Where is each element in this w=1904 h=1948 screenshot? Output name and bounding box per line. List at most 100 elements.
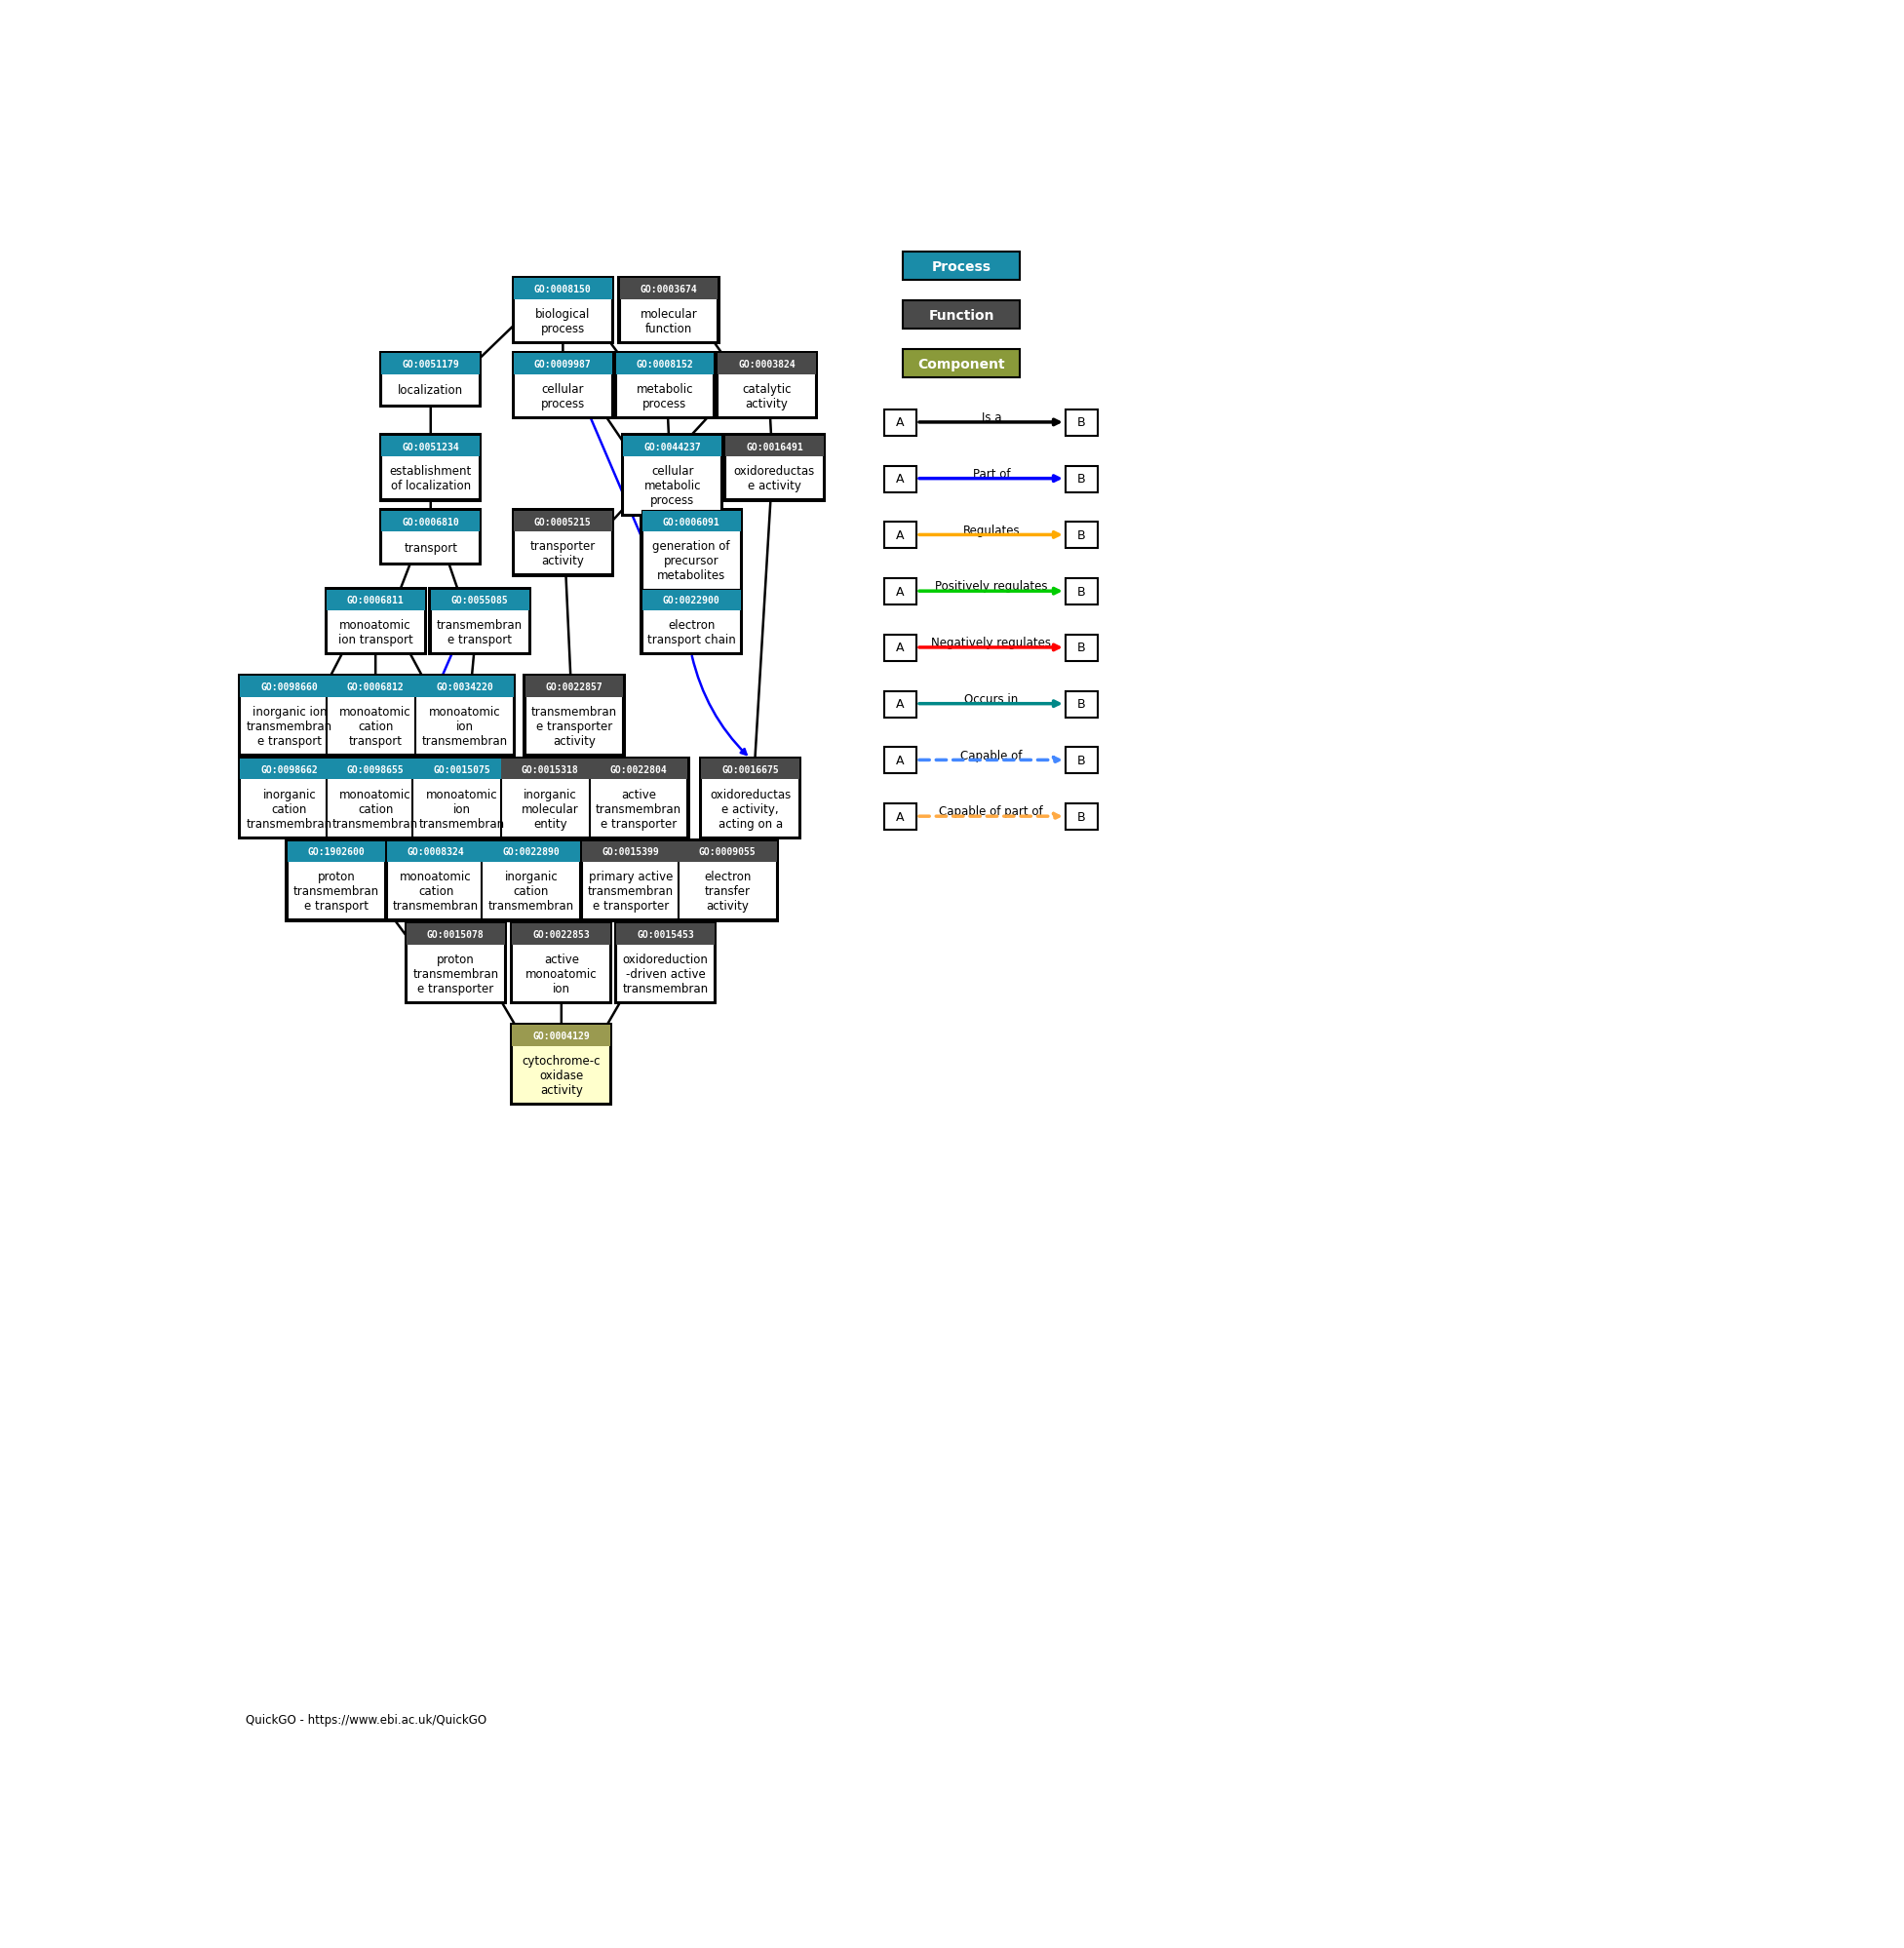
FancyBboxPatch shape (512, 351, 615, 421)
FancyBboxPatch shape (902, 302, 1021, 329)
Text: GO:0044237: GO:0044237 (644, 442, 701, 452)
Text: GO:0008150: GO:0008150 (535, 284, 592, 294)
Text: catalytic
activity: catalytic activity (743, 382, 792, 409)
FancyBboxPatch shape (379, 434, 482, 503)
Text: GO:0003824: GO:0003824 (739, 360, 796, 370)
Text: GO:0022900: GO:0022900 (663, 596, 720, 606)
Text: GO:0015318: GO:0015318 (522, 766, 579, 775)
FancyBboxPatch shape (411, 756, 512, 840)
FancyBboxPatch shape (716, 351, 819, 421)
Text: Is a: Is a (981, 411, 1002, 425)
FancyBboxPatch shape (615, 355, 714, 417)
FancyBboxPatch shape (902, 351, 1021, 378)
FancyBboxPatch shape (640, 508, 743, 592)
FancyBboxPatch shape (510, 921, 613, 1005)
FancyBboxPatch shape (619, 279, 718, 300)
Text: Capable of: Capable of (960, 748, 1022, 762)
FancyBboxPatch shape (381, 512, 480, 563)
FancyBboxPatch shape (725, 436, 824, 501)
FancyBboxPatch shape (514, 279, 611, 343)
FancyBboxPatch shape (1066, 579, 1099, 606)
Text: GO:0015078: GO:0015078 (426, 929, 484, 939)
FancyBboxPatch shape (701, 760, 800, 779)
FancyBboxPatch shape (510, 1023, 613, 1106)
FancyBboxPatch shape (499, 756, 602, 840)
FancyBboxPatch shape (617, 277, 720, 345)
Text: active
monoatomic
ion: active monoatomic ion (526, 953, 598, 995)
FancyBboxPatch shape (512, 1025, 611, 1105)
FancyBboxPatch shape (676, 840, 779, 923)
Text: GO:0022857: GO:0022857 (546, 682, 604, 692)
Text: monoatomic
cation
transmembran: monoatomic cation transmembran (392, 871, 480, 912)
FancyBboxPatch shape (642, 590, 741, 612)
FancyBboxPatch shape (883, 692, 916, 717)
Text: GO:0009055: GO:0009055 (699, 847, 756, 857)
FancyBboxPatch shape (288, 842, 385, 919)
FancyBboxPatch shape (902, 253, 1021, 281)
Text: Function: Function (929, 308, 994, 321)
Text: B: B (1078, 530, 1085, 542)
Text: inorganic
cation
transmembran: inorganic cation transmembran (246, 787, 333, 830)
FancyBboxPatch shape (883, 411, 916, 436)
FancyBboxPatch shape (615, 921, 718, 1005)
Text: GO:0003674: GO:0003674 (640, 284, 697, 294)
Text: transport: transport (404, 542, 457, 555)
FancyBboxPatch shape (286, 840, 388, 923)
FancyBboxPatch shape (413, 760, 510, 838)
FancyBboxPatch shape (326, 590, 425, 655)
FancyBboxPatch shape (512, 508, 615, 577)
FancyBboxPatch shape (512, 277, 615, 345)
Text: A: A (895, 530, 904, 542)
Text: biological
process: biological process (535, 308, 590, 335)
FancyBboxPatch shape (413, 674, 516, 758)
FancyBboxPatch shape (642, 590, 741, 655)
FancyBboxPatch shape (883, 579, 916, 606)
Text: oxidoreductas
e activity: oxidoreductas e activity (733, 466, 815, 493)
FancyBboxPatch shape (379, 508, 482, 567)
Text: GO:0006810: GO:0006810 (402, 516, 459, 526)
FancyBboxPatch shape (1066, 748, 1099, 773)
FancyBboxPatch shape (326, 760, 425, 838)
FancyBboxPatch shape (586, 756, 689, 840)
Text: metabolic
process: metabolic process (636, 382, 693, 409)
Text: GO:0015453: GO:0015453 (638, 929, 695, 939)
FancyBboxPatch shape (381, 436, 480, 501)
FancyBboxPatch shape (512, 1025, 611, 1046)
FancyBboxPatch shape (238, 674, 341, 758)
Text: inorganic ion
transmembran
e transport: inorganic ion transmembran e transport (246, 705, 333, 748)
FancyBboxPatch shape (324, 756, 426, 840)
FancyBboxPatch shape (514, 355, 611, 374)
FancyBboxPatch shape (406, 923, 505, 945)
Text: GO:0055085: GO:0055085 (451, 596, 508, 606)
Text: QuickGO - https://www.ebi.ac.uk/QuickGO: QuickGO - https://www.ebi.ac.uk/QuickGO (246, 1714, 486, 1726)
FancyBboxPatch shape (1066, 411, 1099, 436)
Text: GO:0015399: GO:0015399 (602, 847, 659, 857)
Text: oxidoreduction
-driven active
transmembran: oxidoreduction -driven active transmembr… (623, 953, 708, 995)
Text: GO:0098655: GO:0098655 (347, 766, 404, 775)
FancyBboxPatch shape (579, 840, 682, 923)
Text: GO:0006091: GO:0006091 (663, 516, 720, 526)
FancyBboxPatch shape (613, 351, 716, 421)
FancyBboxPatch shape (514, 512, 611, 575)
FancyBboxPatch shape (615, 355, 714, 374)
Text: B: B (1078, 473, 1085, 485)
Text: monoatomic
ion transport: monoatomic ion transport (339, 619, 413, 647)
FancyBboxPatch shape (415, 676, 514, 756)
Text: GO:0022853: GO:0022853 (533, 929, 590, 939)
FancyBboxPatch shape (1066, 805, 1099, 830)
Text: B: B (1078, 697, 1085, 711)
Text: Occurs in: Occurs in (963, 693, 1019, 705)
FancyBboxPatch shape (699, 756, 802, 840)
Text: GO:0098660: GO:0098660 (261, 682, 318, 692)
FancyBboxPatch shape (428, 588, 531, 656)
Text: A: A (895, 754, 904, 768)
FancyBboxPatch shape (482, 842, 581, 863)
Text: GO:0015075: GO:0015075 (432, 766, 491, 775)
FancyBboxPatch shape (617, 923, 714, 945)
FancyBboxPatch shape (404, 921, 506, 1005)
Text: GO:0006812: GO:0006812 (347, 682, 404, 692)
FancyBboxPatch shape (324, 674, 426, 758)
FancyBboxPatch shape (415, 676, 514, 697)
Text: GO:0051234: GO:0051234 (402, 442, 459, 452)
FancyBboxPatch shape (326, 676, 425, 756)
